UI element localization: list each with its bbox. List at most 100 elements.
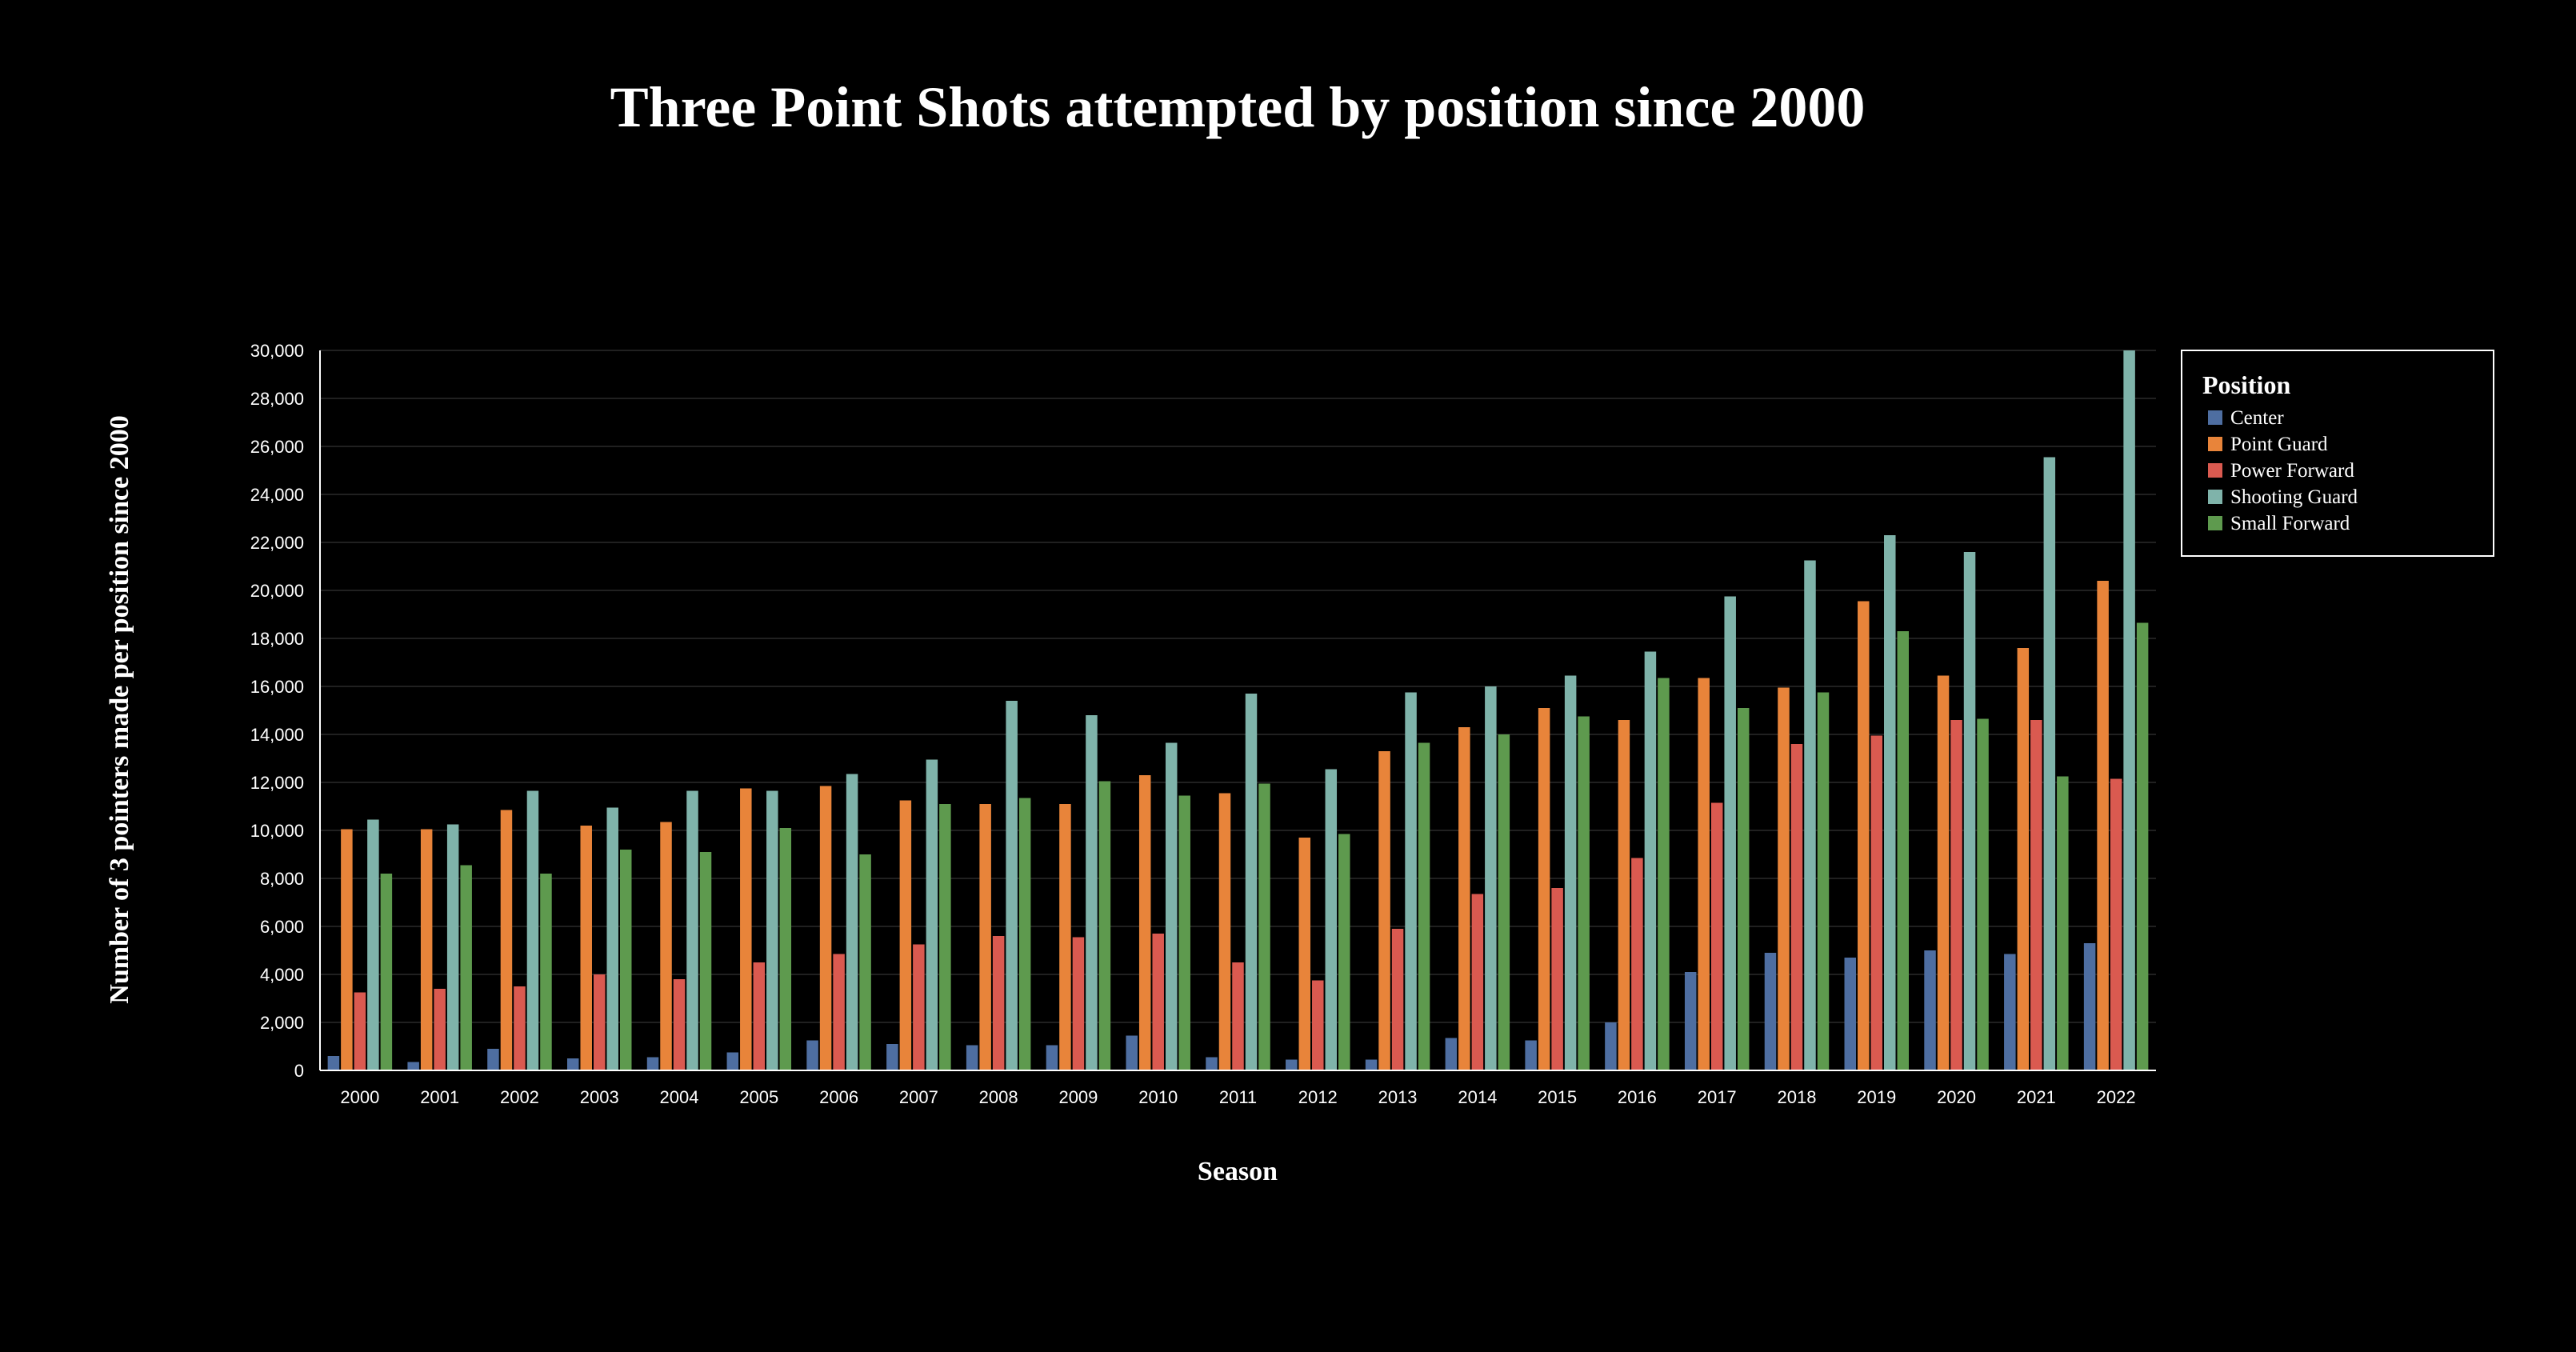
bar-power-forward-2018: Power Forward 2018: 13600 xyxy=(1790,744,1803,1070)
bar-power-forward-2022: Power Forward 2022: 12150 xyxy=(2110,778,2122,1070)
x-tick-label: 2002 xyxy=(500,1087,539,1107)
bar-power-forward-2011: Power Forward 2011: 4500 xyxy=(1232,962,1244,1070)
legend-swatch xyxy=(2208,410,2222,425)
x-tick-label: 2010 xyxy=(1138,1087,1178,1107)
bar-shooting-guard-2004: Shooting Guard 2004: 11650 xyxy=(686,790,698,1070)
x-tick-label: 2021 xyxy=(2017,1087,2056,1107)
x-axis-title: Season xyxy=(1198,1157,1278,1186)
bar-center-2014: Center 2014: 1350 xyxy=(1445,1038,1458,1070)
y-axis-title: Number of 3 pointers made per position s… xyxy=(105,415,134,1003)
bar-small-forward-2012: Small Forward 2012: 9850 xyxy=(1338,834,1350,1070)
y-tick-label: 6,000 xyxy=(260,917,304,937)
bar-power-forward-2004: Power Forward 2004: 3800 xyxy=(673,979,686,1070)
bar-power-forward-2021: Power Forward 2021: 14600 xyxy=(2030,720,2042,1070)
bar-power-forward-2005: Power Forward 2005: 4500 xyxy=(753,962,766,1070)
bar-shooting-guard-2009: Shooting Guard 2009: 14800 xyxy=(1086,715,1098,1070)
y-tick-label: 22,000 xyxy=(250,533,304,553)
bar-power-forward-2019: Power Forward 2019: 13950 xyxy=(1870,735,1883,1070)
y-tick-label: 28,000 xyxy=(250,389,304,409)
y-tick-label: 20,000 xyxy=(250,581,304,601)
bar-small-forward-2003: Small Forward 2003: 9200 xyxy=(619,850,632,1070)
bar-shooting-guard-2010: Shooting Guard 2010: 13650 xyxy=(1165,742,1178,1070)
x-tick-label: 2008 xyxy=(979,1087,1018,1107)
bar-small-forward-2021: Small Forward 2021: 12250 xyxy=(2057,776,2069,1070)
bar-point-guard-2007: Point Guard 2007: 11250 xyxy=(899,800,912,1070)
bar-shooting-guard-2001: Shooting Guard 2001: 10250 xyxy=(446,824,459,1070)
x-tick-label: 2004 xyxy=(660,1087,699,1107)
y-tick-label: 14,000 xyxy=(250,725,304,745)
bar-small-forward-2007: Small Forward 2007: 11100 xyxy=(939,804,951,1070)
bar-small-forward-2006: Small Forward 2006: 9000 xyxy=(859,854,871,1070)
bar-point-guard-2004: Point Guard 2004: 10350 xyxy=(660,822,672,1070)
bar-shooting-guard-2005: Shooting Guard 2005: 11650 xyxy=(766,790,778,1070)
bar-power-forward-2016: Power Forward 2016: 8850 xyxy=(1631,858,1643,1070)
legend-swatch xyxy=(2208,490,2222,504)
bar-point-guard-2016: Point Guard 2016: 14600 xyxy=(1618,720,1630,1070)
legend-box xyxy=(2181,350,2494,557)
bar-point-guard-2003: Point Guard 2003: 10200 xyxy=(580,826,592,1070)
x-tick-label: 2009 xyxy=(1058,1087,1098,1107)
x-tick-label: 2006 xyxy=(819,1087,858,1107)
bar-shooting-guard-2008: Shooting Guard 2008: 15400 xyxy=(1006,701,1018,1070)
bar-shooting-guard-2000: Shooting Guard 2000: 10450 xyxy=(367,819,379,1070)
y-tick-label: 18,000 xyxy=(250,629,304,649)
legend: Position Center Point Guard Power Forward S… xyxy=(2181,350,2494,557)
bar-center-2016: Center 2016: 2000 xyxy=(1605,1022,1617,1070)
bar-center-2015: Center 2015: 1250 xyxy=(1525,1040,1537,1070)
bar-shooting-guard-2019: Shooting Guard 2019: 22300 xyxy=(1884,535,1896,1070)
y-tick-label: 0 xyxy=(294,1061,304,1081)
bar-point-guard-2013: Point Guard 2013: 13300 xyxy=(1378,751,1390,1070)
bar-shooting-guard-2018: Shooting Guard 2018: 21250 xyxy=(1804,560,1816,1070)
x-tick-label: 2000 xyxy=(340,1087,379,1107)
legend-swatch xyxy=(2208,437,2222,451)
bar-power-forward-2010: Power Forward 2010: 5700 xyxy=(1152,934,1164,1070)
axes xyxy=(319,350,2156,1071)
x-tick-label: 2018 xyxy=(1778,1087,1817,1107)
bar-center-2019: Center 2019: 4700 xyxy=(1844,958,1857,1070)
bar-small-forward-2011: Small Forward 2011: 11950 xyxy=(1258,783,1270,1070)
x-tick-label: 2019 xyxy=(1857,1087,1896,1107)
bar-small-forward-2005: Small Forward 2005: 10100 xyxy=(779,828,792,1070)
bar-power-forward-2015: Power Forward 2015: 7600 xyxy=(1551,888,1563,1070)
bar-power-forward-2020: Power Forward 2020: 14600 xyxy=(1950,720,1962,1070)
gridlines xyxy=(320,350,2156,1023)
bar-point-guard-2022: Point Guard 2022: 20400 xyxy=(2097,581,2109,1070)
bar-small-forward-2001: Small Forward 2001: 8550 xyxy=(460,865,472,1070)
bar-shooting-guard-2022: Shooting Guard 2022: 30000 xyxy=(2123,350,2135,1070)
bar-center-2000: Center 2000: 600 xyxy=(327,1056,340,1070)
bar-center-2013: Center 2013: 450 xyxy=(1365,1059,1378,1070)
bar-point-guard-2019: Point Guard 2019: 19550 xyxy=(1858,601,1870,1070)
x-tick-label: 2015 xyxy=(1538,1087,1577,1107)
bar-point-guard-2020: Point Guard 2020: 16450 xyxy=(1937,675,1950,1070)
bar-power-forward-2009: Power Forward 2009: 5550 xyxy=(1072,937,1085,1070)
x-tick-label: 2022 xyxy=(2097,1087,2136,1107)
legend-label: Small Forward xyxy=(2230,513,2350,534)
bar-small-forward-2018: Small Forward 2018: 15750 xyxy=(1817,692,1830,1070)
y-tick-label: 30,000 xyxy=(250,341,304,361)
bar-point-guard-2014: Point Guard 2014: 14300 xyxy=(1458,727,1470,1070)
x-tick-label: 2005 xyxy=(739,1087,778,1107)
legend-label: Shooting Guard xyxy=(2230,486,2358,508)
bar-point-guard-2008: Point Guard 2008: 11100 xyxy=(979,804,991,1070)
bar-point-guard-2000: Point Guard 2000: 10050 xyxy=(341,829,353,1070)
bar-center-2020: Center 2020: 5000 xyxy=(1924,950,1936,1070)
bar-point-guard-2001: Point Guard 2001: 10050 xyxy=(420,829,433,1070)
y-tick-label: 10,000 xyxy=(250,821,304,841)
y-axis-ticks: 0 2,000 4,000 6,000 8,000 10,000 12,000 14,000 1… xyxy=(250,341,304,1081)
bar-small-forward-2004: Small Forward 2004: 9100 xyxy=(699,852,712,1070)
bar-point-guard-2010: Point Guard 2010: 12300 xyxy=(1138,775,1151,1070)
bar-small-forward-2016: Small Forward 2016: 16350 xyxy=(1658,678,1670,1070)
bar-center-2018: Center 2018: 4900 xyxy=(1764,953,1777,1070)
legend-title: Position xyxy=(2202,370,2290,399)
bar-small-forward-2020: Small Forward 2020: 14650 xyxy=(1977,718,1989,1070)
bar-center-2001: Center 2001: 350 xyxy=(407,1062,419,1070)
bars: Center 2000: 600Point Guard 2000: 10050 P… xyxy=(327,350,2149,1070)
x-tick-label: 2013 xyxy=(1378,1087,1418,1107)
bar-center-2012: Center 2012: 450 xyxy=(1286,1059,1298,1070)
x-tick-label: 2016 xyxy=(1618,1087,1657,1107)
bar-shooting-guard-2017: Shooting Guard 2017: 19750 xyxy=(1724,596,1736,1070)
y-tick-label: 8,000 xyxy=(260,869,304,889)
